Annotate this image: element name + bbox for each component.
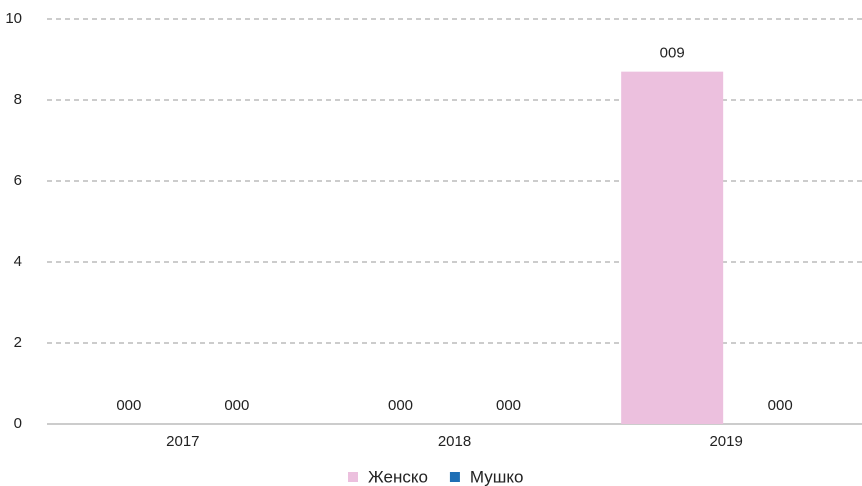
y-tick-label: 2 bbox=[14, 334, 22, 351]
legend-swatch bbox=[449, 472, 460, 482]
value-label: 000 bbox=[388, 397, 413, 414]
y-tick-label: 4 bbox=[14, 253, 22, 270]
x-tick-label: 2017 bbox=[166, 433, 199, 450]
value-label: 000 bbox=[496, 397, 521, 414]
value-label: 000 bbox=[224, 397, 249, 414]
x-tick-label: 2019 bbox=[709, 433, 742, 450]
legend-swatch bbox=[348, 472, 358, 482]
bar bbox=[621, 71, 724, 425]
y-tick-label: 10 bbox=[5, 10, 22, 27]
value-label: 000 bbox=[116, 397, 141, 414]
y-tick-label: 8 bbox=[14, 91, 22, 108]
value-label: 009 bbox=[660, 45, 685, 62]
y-tick-label: 0 bbox=[14, 415, 22, 432]
legend-label: Мушко bbox=[470, 467, 524, 486]
y-tick-label: 6 bbox=[14, 172, 22, 189]
x-tick-label: 2018 bbox=[438, 433, 471, 450]
value-label: 000 bbox=[768, 397, 793, 414]
legend-label: Женско bbox=[368, 467, 428, 486]
